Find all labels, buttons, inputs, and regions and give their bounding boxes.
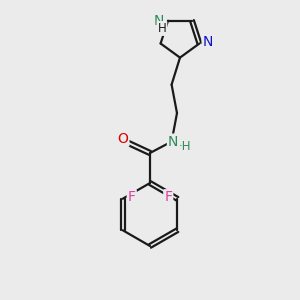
Text: F: F (164, 190, 172, 204)
Text: N: N (154, 14, 164, 28)
Text: N: N (202, 35, 213, 49)
Text: H: H (158, 22, 166, 35)
Text: O: O (118, 132, 128, 145)
Text: ·H: ·H (179, 140, 191, 153)
Text: F: F (128, 190, 136, 204)
Text: N: N (168, 135, 178, 148)
